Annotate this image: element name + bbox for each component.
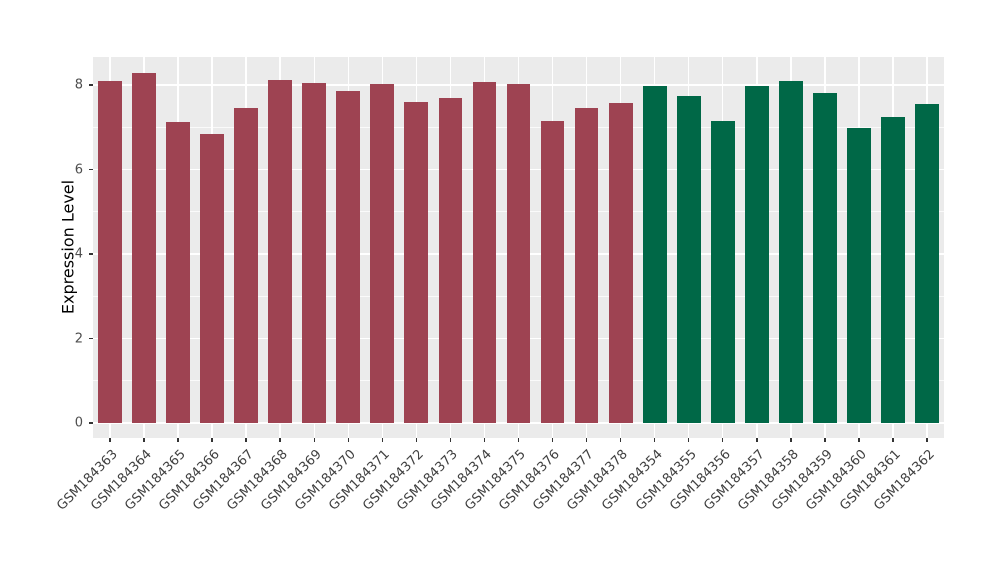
bar-GSM184376 — [540, 120, 565, 423]
bar-GSM184354 — [642, 85, 667, 423]
bar-GSM184374 — [472, 82, 497, 423]
x-tick-mark-GSM184362 — [926, 438, 928, 442]
bar-GSM184366 — [200, 134, 225, 423]
x-tick-mark-GSM184363 — [109, 438, 111, 442]
y-axis: 0 2 4 6 8 — [0, 57, 93, 438]
x-tick-mark-GSM184374 — [483, 438, 486, 442]
x-tick-mark-GSM184364 — [143, 438, 145, 442]
x-axis: GSM184363 GSM184364 GSM184365 GSM184366 GSM1… — [54, 438, 944, 580]
bar-GSM184372 — [404, 101, 429, 423]
x-tick-mark-GSM184370 — [347, 438, 350, 442]
bar-GSM184371 — [370, 83, 395, 423]
x-tick-mark-GSM184376 — [551, 438, 554, 442]
x-tick-mark-GSM184366 — [211, 438, 213, 442]
bar-GSM184365 — [166, 121, 190, 423]
x-tick-mark-GSM184367 — [245, 438, 247, 442]
y-tick-label-8: 8 — [74, 77, 83, 93]
bar-GSM184368 — [268, 79, 293, 423]
y-tick-label-0: 0 — [74, 415, 83, 431]
bar-GSM184355 — [676, 95, 701, 423]
x-tick-mark-GSM184360 — [858, 438, 860, 442]
x-tick-mark-GSM184355 — [687, 438, 690, 442]
x-tick-mark-GSM184356 — [721, 438, 724, 442]
bar-GSM184369 — [302, 82, 327, 423]
bar-GSM184360 — [846, 128, 871, 423]
bar-GSM184358 — [778, 80, 803, 423]
y-tick-mark-0 — [89, 422, 93, 424]
x-tick-mark-GSM184354 — [653, 438, 656, 442]
y-tick-mark-4 — [89, 253, 93, 255]
y-tick-label-4: 4 — [74, 246, 83, 262]
x-tick-mark-GSM184365 — [177, 438, 179, 442]
bar-GSM184363 — [98, 80, 122, 423]
y-tick-label-2: 2 — [74, 331, 83, 346]
bar-GSM184373 — [438, 97, 463, 423]
x-tick-mark-GSM184361 — [892, 438, 894, 442]
x-tick-mark-GSM184369 — [313, 438, 315, 442]
bar-GSM184356 — [710, 120, 735, 423]
y-tick-mark-2 — [89, 337, 93, 340]
bar-GSM184361 — [881, 116, 905, 423]
bar-GSM184364 — [132, 73, 156, 423]
y-tick-label-6: 6 — [74, 162, 83, 177]
x-tick-mark-GSM184368 — [279, 438, 281, 442]
x-tick-mark-GSM184372 — [415, 438, 418, 442]
x-tick-mark-GSM184378 — [619, 438, 622, 442]
y-tick-mark-6 — [89, 168, 93, 171]
bar-GSM184378 — [608, 102, 633, 423]
x-tick-mark-GSM184359 — [824, 438, 826, 442]
y-tick-mark-8 — [89, 84, 93, 86]
bar-GSM184377 — [574, 108, 599, 423]
bar-GSM184357 — [744, 86, 769, 423]
bar-GSM184375 — [506, 83, 531, 423]
bar-GSM184367 — [234, 108, 259, 423]
x-tick-mark-GSM184358 — [790, 438, 792, 442]
x-tick-mark-GSM184375 — [517, 438, 520, 442]
bar-GSM184359 — [812, 92, 837, 423]
bar-GSM184362 — [915, 104, 939, 423]
bar-GSM184370 — [336, 91, 361, 423]
x-tick-mark-GSM184377 — [585, 438, 588, 442]
x-tick-mark-GSM184373 — [449, 438, 452, 442]
plot-panel — [93, 57, 944, 438]
x-tick-mark-GSM184371 — [381, 438, 384, 442]
x-tick-mark-GSM184357 — [756, 438, 758, 442]
